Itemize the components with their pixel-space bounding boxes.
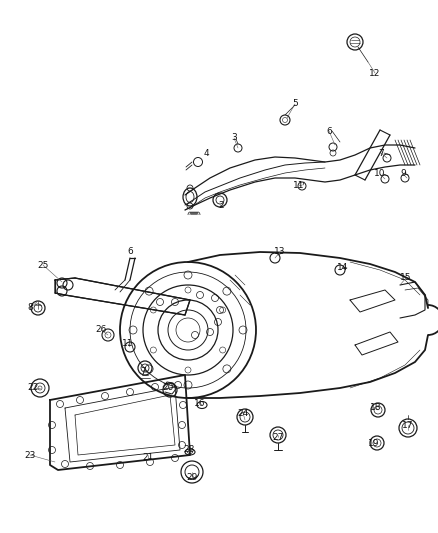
Text: 6: 6	[127, 247, 133, 256]
Text: 24: 24	[237, 408, 249, 417]
Text: 2: 2	[218, 200, 224, 209]
Text: 7: 7	[140, 367, 146, 376]
Text: 18: 18	[370, 403, 382, 413]
Text: 19: 19	[368, 439, 380, 448]
Text: 11: 11	[122, 340, 134, 349]
Text: 27: 27	[272, 432, 284, 441]
Text: 21: 21	[142, 454, 154, 463]
Text: 7: 7	[378, 149, 384, 157]
Text: 4: 4	[203, 149, 209, 157]
Text: 10: 10	[374, 169, 386, 179]
Text: 17: 17	[402, 421, 414, 430]
Text: 25: 25	[37, 261, 49, 270]
Text: 12: 12	[369, 69, 381, 77]
Text: 5: 5	[292, 100, 298, 109]
Text: 15: 15	[400, 273, 412, 282]
Text: 29: 29	[186, 473, 198, 482]
Text: 14: 14	[337, 263, 349, 272]
Text: 8: 8	[27, 303, 33, 312]
Text: 22: 22	[27, 384, 39, 392]
Text: 23: 23	[25, 450, 35, 459]
Text: 9: 9	[400, 169, 406, 179]
Text: 26: 26	[95, 326, 107, 335]
Text: 6: 6	[326, 126, 332, 135]
Text: 20: 20	[162, 384, 174, 392]
Text: 13: 13	[274, 247, 286, 256]
Text: 11: 11	[293, 181, 305, 190]
Text: 16: 16	[194, 399, 206, 408]
Text: 3: 3	[231, 133, 237, 142]
Text: 28: 28	[184, 446, 194, 455]
